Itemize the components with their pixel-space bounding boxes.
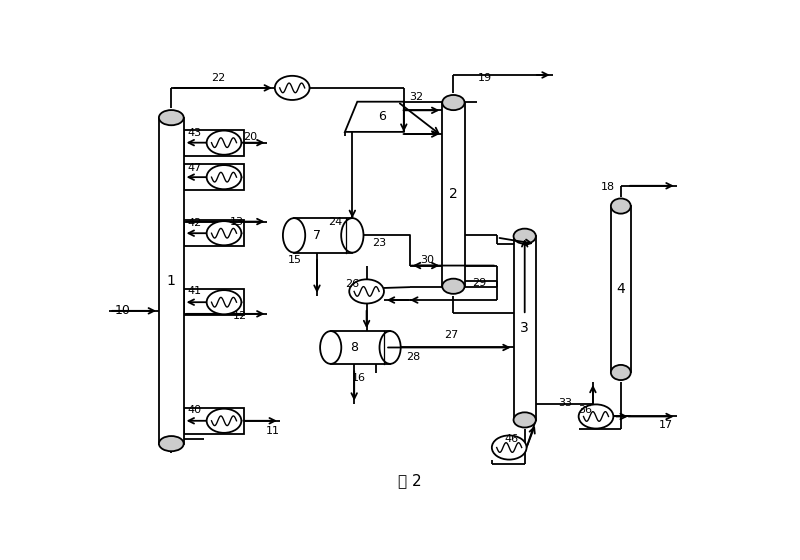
Text: 26: 26 xyxy=(345,279,358,288)
Circle shape xyxy=(206,409,242,433)
Circle shape xyxy=(578,404,614,428)
Text: 40: 40 xyxy=(188,405,202,416)
Ellipse shape xyxy=(159,110,184,125)
Ellipse shape xyxy=(514,412,536,427)
Text: 17: 17 xyxy=(658,420,673,430)
Circle shape xyxy=(206,290,242,314)
Text: 41: 41 xyxy=(187,286,202,296)
Polygon shape xyxy=(442,102,465,286)
Polygon shape xyxy=(159,118,184,444)
Text: 7: 7 xyxy=(313,229,321,242)
Text: 28: 28 xyxy=(406,352,420,362)
Polygon shape xyxy=(294,218,352,253)
Text: 2: 2 xyxy=(449,188,458,202)
Circle shape xyxy=(275,76,310,100)
Ellipse shape xyxy=(283,218,306,253)
Text: 20: 20 xyxy=(243,132,258,142)
Polygon shape xyxy=(330,331,390,364)
Text: 10: 10 xyxy=(115,304,131,318)
Circle shape xyxy=(206,221,242,245)
Text: 47: 47 xyxy=(187,162,202,172)
Text: 23: 23 xyxy=(372,238,386,248)
Text: 12: 12 xyxy=(233,311,246,321)
Circle shape xyxy=(206,165,242,189)
Text: 36: 36 xyxy=(578,405,593,416)
Ellipse shape xyxy=(379,331,401,364)
Text: 30: 30 xyxy=(420,255,434,265)
Ellipse shape xyxy=(611,198,630,213)
Ellipse shape xyxy=(341,218,363,253)
Text: 32: 32 xyxy=(409,92,423,102)
Ellipse shape xyxy=(611,365,630,380)
Circle shape xyxy=(350,279,384,304)
Ellipse shape xyxy=(442,279,465,294)
Text: 27: 27 xyxy=(444,329,458,339)
Circle shape xyxy=(492,436,526,460)
Polygon shape xyxy=(611,206,630,372)
Text: 29: 29 xyxy=(472,278,486,288)
Text: 43: 43 xyxy=(188,128,202,138)
Text: 11: 11 xyxy=(266,426,279,436)
Text: 33: 33 xyxy=(558,398,572,408)
Text: 6: 6 xyxy=(378,110,386,123)
Ellipse shape xyxy=(514,228,536,244)
Ellipse shape xyxy=(442,95,465,110)
Text: 图 2: 图 2 xyxy=(398,474,422,489)
Text: 24: 24 xyxy=(329,217,342,227)
Text: 13: 13 xyxy=(230,217,243,227)
Polygon shape xyxy=(514,236,536,420)
Text: 42: 42 xyxy=(188,218,202,228)
Text: 16: 16 xyxy=(352,372,366,382)
Circle shape xyxy=(206,130,242,155)
Text: 19: 19 xyxy=(478,73,491,83)
Text: 3: 3 xyxy=(520,321,529,335)
Text: 4: 4 xyxy=(617,282,625,296)
Text: 8: 8 xyxy=(350,341,358,354)
Text: 1: 1 xyxy=(167,274,176,288)
Text: 15: 15 xyxy=(288,255,302,265)
Polygon shape xyxy=(345,102,404,132)
Text: 46: 46 xyxy=(504,435,518,444)
Text: 18: 18 xyxy=(601,182,615,192)
Ellipse shape xyxy=(159,436,184,451)
Ellipse shape xyxy=(320,331,342,364)
Text: 22: 22 xyxy=(210,73,225,83)
